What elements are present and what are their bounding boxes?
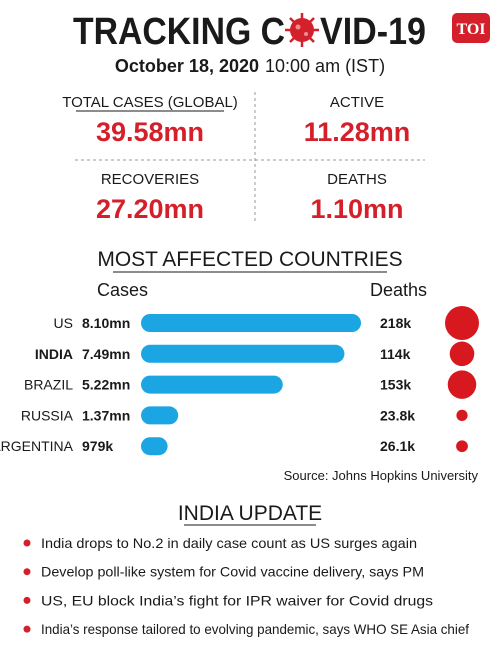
value-label: 7.49mn (82, 346, 130, 362)
bubble (449, 341, 475, 367)
bar (141, 406, 179, 425)
stat-value: 39.58mn (96, 117, 204, 147)
logo: TOI (456, 21, 485, 38)
stat-label: RECOVERIES (101, 171, 199, 188)
title-right: VID-19 (320, 11, 426, 53)
category-label: ARGENTINA (0, 438, 74, 454)
source: Source: Johns Hopkins University (284, 468, 479, 483)
stat-label: TOTAL CASES (GLOBAL) (62, 94, 238, 111)
category-label: US (54, 315, 73, 331)
bullet-text: India’s response tailored to evolving pa… (41, 621, 469, 637)
bullet-dot (23, 596, 31, 604)
value-label: 979k (82, 438, 113, 454)
chart-rows: US 8.10mn 218k INDIA 7.49mn 114k BRAZIL 5.22mn 1… (0, 306, 479, 456)
bar (141, 375, 283, 394)
chart-title: MOST AFFECTED COUNTRIES (97, 248, 402, 271)
value-label: 26.1k (380, 438, 415, 454)
value-label: 23.8k (380, 407, 415, 423)
bullet-text: US, EU block India’s fight for IPR waive… (41, 592, 433, 608)
bubble (456, 409, 468, 422)
bullet-dot (23, 625, 31, 633)
stat-label: ACTIVE (330, 94, 384, 111)
bullet-dot (23, 568, 31, 576)
bubble (456, 440, 468, 453)
stat-value: 11.28mn (304, 117, 411, 147)
bullet-text: India drops to No.2 in daily case count … (41, 535, 417, 551)
stat-value: 27.20mn (96, 194, 204, 224)
value-label: 218k (380, 315, 411, 331)
value-label: 114k (380, 346, 411, 362)
bar (141, 344, 345, 363)
stat-label: DEATHS (327, 171, 387, 188)
stat-value: 1.10mn (310, 194, 403, 224)
value-label: 1.37mn (82, 407, 130, 423)
title-left: TRACKING C (73, 11, 285, 53)
column-header: Deaths (370, 280, 427, 300)
value-label: 8.10mn (82, 315, 130, 331)
section-title: INDIA UPDATE (178, 502, 322, 525)
bubble (447, 370, 477, 399)
bar (141, 437, 168, 456)
time: 10:00 am (IST) (265, 56, 385, 76)
logo-box (452, 13, 490, 43)
date: October 18, 2020 (115, 56, 259, 76)
category-label: BRAZIL (24, 377, 73, 393)
value-label: 5.22mn (82, 377, 130, 393)
column-header: Cases (97, 280, 148, 300)
category-label: RUSSIA (21, 407, 74, 423)
bubble (445, 306, 479, 340)
bullet-text: Develop poll-like system for Covid vacci… (41, 564, 424, 580)
bullet-list: India drops to No.2 in daily case count … (23, 535, 469, 637)
value-label: 153k (380, 377, 411, 393)
category-label: INDIA (35, 346, 73, 362)
bar (141, 314, 361, 332)
date-line: October 18, 2020 10:00 am (IST) (115, 56, 385, 76)
bullet-dot (23, 539, 31, 547)
virus-icon (285, 13, 319, 47)
